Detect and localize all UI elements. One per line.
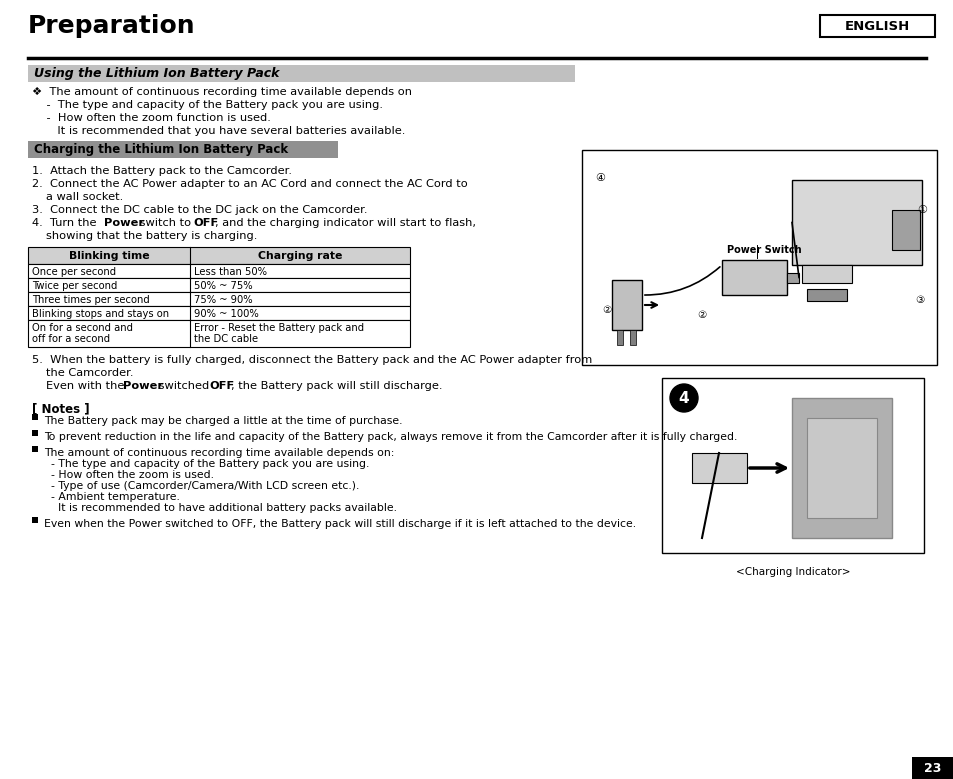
Text: On for a second and: On for a second and xyxy=(32,323,132,333)
Text: 4: 4 xyxy=(678,390,689,406)
Bar xyxy=(661,378,923,553)
Text: Charging rate: Charging rate xyxy=(257,251,342,260)
Text: -  How often the zoom function is used.: - How often the zoom function is used. xyxy=(32,113,271,123)
Text: ENGLISH: ENGLISH xyxy=(844,19,909,33)
Bar xyxy=(617,330,622,345)
Text: Power: Power xyxy=(123,381,163,391)
Text: ③: ③ xyxy=(915,295,924,305)
Bar xyxy=(28,292,410,306)
Bar xyxy=(820,15,934,37)
Bar xyxy=(691,453,746,483)
Text: ❖  The amount of continuous recording time available depends on: ❖ The amount of continuous recording tim… xyxy=(32,87,412,97)
Text: the Camcorder.: the Camcorder. xyxy=(46,368,133,378)
Text: - Ambient temperature.: - Ambient temperature. xyxy=(44,492,180,502)
Text: 4.  Turn the: 4. Turn the xyxy=(32,218,100,228)
Text: Once per second: Once per second xyxy=(32,267,116,277)
Text: ④: ④ xyxy=(595,173,604,183)
Text: Power: Power xyxy=(104,218,144,228)
Text: 1.  Attach the Battery pack to the Camcorder.: 1. Attach the Battery pack to the Camcor… xyxy=(32,166,292,176)
Text: a wall socket.: a wall socket. xyxy=(46,192,123,202)
Bar xyxy=(28,278,410,292)
Text: Even with the: Even with the xyxy=(46,381,128,391)
Bar xyxy=(32,430,38,436)
Bar xyxy=(28,141,337,158)
Bar xyxy=(786,273,799,283)
Bar xyxy=(801,265,851,283)
Text: Error - Reset the Battery pack and: Error - Reset the Battery pack and xyxy=(193,323,364,333)
Text: - Type of use (Camcorder/Camera/With LCD screen etc.).: - Type of use (Camcorder/Camera/With LCD… xyxy=(44,481,359,491)
Text: Blinking stops and stays on: Blinking stops and stays on xyxy=(32,309,169,319)
Text: Twice per second: Twice per second xyxy=(32,281,117,291)
Text: Three times per second: Three times per second xyxy=(32,295,150,305)
Text: ①: ① xyxy=(916,205,926,215)
Text: ②: ② xyxy=(697,310,706,320)
Bar xyxy=(28,247,410,264)
Text: , the Battery pack will still discharge.: , the Battery pack will still discharge. xyxy=(231,381,442,391)
Bar xyxy=(32,446,38,452)
Text: 50% ~ 75%: 50% ~ 75% xyxy=(193,281,253,291)
Text: 3.  Connect the DC cable to the DC jack on the Camcorder.: 3. Connect the DC cable to the DC jack o… xyxy=(32,205,367,215)
Text: 23: 23 xyxy=(923,762,941,774)
Bar xyxy=(28,320,410,347)
Text: Less than 50%: Less than 50% xyxy=(193,267,267,277)
Text: [ Notes ]: [ Notes ] xyxy=(32,402,90,415)
Text: The amount of continuous recording time available depends on:: The amount of continuous recording time … xyxy=(44,448,394,458)
Bar xyxy=(28,65,575,82)
Text: switched: switched xyxy=(154,381,213,391)
Text: 2.  Connect the AC Power adapter to an AC Cord and connect the AC Cord to: 2. Connect the AC Power adapter to an AC… xyxy=(32,179,467,189)
Text: - How often the zoom is used.: - How often the zoom is used. xyxy=(44,470,213,480)
Text: the DC cable: the DC cable xyxy=(193,334,258,344)
Bar xyxy=(721,260,786,295)
Text: Blinking time: Blinking time xyxy=(69,251,150,260)
Bar xyxy=(911,757,953,779)
Bar xyxy=(32,414,38,420)
Text: 90% ~ 100%: 90% ~ 100% xyxy=(193,309,258,319)
Bar xyxy=(806,289,846,301)
Text: off for a second: off for a second xyxy=(32,334,110,344)
Bar xyxy=(629,330,636,345)
Text: Preparation: Preparation xyxy=(28,14,195,38)
Bar xyxy=(28,306,410,320)
Text: 75% ~ 90%: 75% ~ 90% xyxy=(193,295,253,305)
Text: ②: ② xyxy=(601,305,611,315)
Bar xyxy=(791,398,891,538)
FancyArrowPatch shape xyxy=(644,267,720,295)
Text: It is recommended that you have several batteries available.: It is recommended that you have several … xyxy=(32,126,405,136)
Circle shape xyxy=(669,384,698,412)
Bar xyxy=(612,280,641,330)
Text: 5.  When the battery is fully charged, disconnect the Battery pack and the AC Po: 5. When the battery is fully charged, di… xyxy=(32,355,592,365)
Text: - The type and capacity of the Battery pack you are using.: - The type and capacity of the Battery p… xyxy=(44,459,369,469)
Bar xyxy=(891,210,919,250)
Text: It is recommended to have additional battery packs available.: It is recommended to have additional bat… xyxy=(44,503,396,513)
Text: To prevent reduction in the life and capacity of the Battery pack, always remove: To prevent reduction in the life and cap… xyxy=(44,432,737,442)
Text: The Battery pack may be charged a little at the time of purchase.: The Battery pack may be charged a little… xyxy=(44,416,402,426)
Text: <Charging Indicator>: <Charging Indicator> xyxy=(735,567,849,577)
Bar xyxy=(791,180,921,265)
Text: OFF: OFF xyxy=(209,381,234,391)
Bar xyxy=(581,150,936,365)
Text: Even when the Power switched to OFF, the Battery pack will still discharge if it: Even when the Power switched to OFF, the… xyxy=(44,519,636,529)
Bar xyxy=(806,418,876,518)
Text: -  The type and capacity of the Battery pack you are using.: - The type and capacity of the Battery p… xyxy=(32,100,382,110)
Bar xyxy=(32,517,38,523)
Text: Power Switch: Power Switch xyxy=(726,245,801,255)
Text: OFF: OFF xyxy=(193,218,218,228)
Text: , and the charging indicator will start to flash,: , and the charging indicator will start … xyxy=(214,218,476,228)
Text: Charging the Lithium Ion Battery Pack: Charging the Lithium Ion Battery Pack xyxy=(34,143,288,156)
Bar xyxy=(28,264,410,278)
Text: switch to: switch to xyxy=(136,218,194,228)
Text: showing that the battery is charging.: showing that the battery is charging. xyxy=(46,231,257,241)
Text: Using the Lithium Ion Battery Pack: Using the Lithium Ion Battery Pack xyxy=(34,67,279,80)
